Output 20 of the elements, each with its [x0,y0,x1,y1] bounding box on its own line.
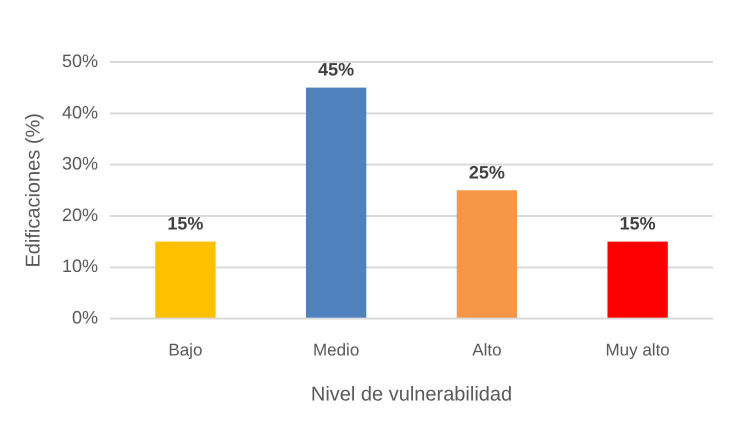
data-label: 15% [167,214,204,234]
y-tick-label: 10% [62,256,98,276]
x-tick-label: Medio [312,340,360,360]
y-tick-label: 40% [62,102,98,122]
y-axis-title: Edificaciones (%) [22,113,45,268]
bar [456,190,518,318]
bar [306,88,366,318]
data-label: 25% [468,162,505,182]
y-tick-label: 50% [62,50,98,71]
y-tick-label: 20% [62,204,98,225]
x-axis-title: Nivel de vulnerabilidad [310,384,512,406]
x-tick-label: Bajo [168,340,202,360]
bar [155,242,216,318]
bar [607,242,668,318]
y-tick-label: 30% [62,154,98,174]
data-label: 15% [620,214,656,234]
y-tick-label: 0% [72,308,98,328]
x-tick-label: Alto [472,340,502,360]
data-label: 45% [318,60,354,80]
x-tick-label: Muy alto [606,340,670,360]
